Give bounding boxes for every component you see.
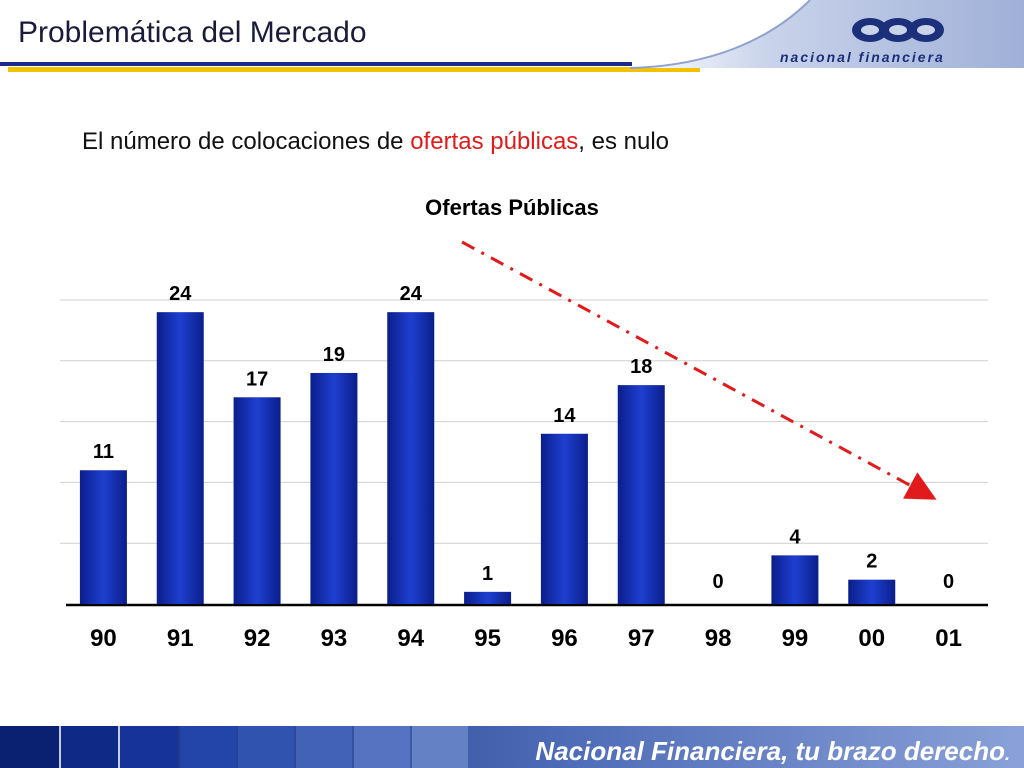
x-tick-label-92: 92	[244, 625, 271, 652]
x-tick-label-95: 95	[474, 625, 501, 652]
data-label-96: 14	[553, 405, 576, 427]
bar-96	[540, 433, 588, 604]
title-rule	[0, 62, 632, 66]
x-tick-label-93: 93	[321, 625, 348, 652]
data-label-91: 24	[169, 283, 192, 305]
data-label-97: 18	[630, 356, 652, 378]
bar-93	[310, 372, 358, 604]
x-tick-label-90: 90	[90, 625, 117, 652]
footer-tagline-period: .	[1004, 744, 1010, 764]
bar-92	[233, 397, 281, 604]
chart-title: Ofertas Públicas	[425, 195, 599, 220]
nafin-logo-icon	[852, 18, 944, 42]
bar-91	[156, 312, 204, 604]
x-tick-label-97: 97	[628, 625, 655, 652]
bar-99	[771, 555, 819, 604]
bar-97	[617, 385, 665, 604]
data-label-98: 0	[713, 571, 724, 593]
data-label-92: 17	[246, 368, 268, 390]
data-label-94: 24	[400, 283, 423, 305]
subtitle-highlight: ofertas públicas	[410, 128, 579, 155]
data-label-99: 4	[789, 526, 801, 548]
bar-00	[848, 579, 896, 604]
bar-94	[387, 312, 435, 604]
x-tick-label-98: 98	[705, 625, 732, 652]
data-label-93: 19	[323, 344, 345, 366]
footer-banner	[0, 726, 1024, 768]
subtitle-prefix: El número de colocaciones de	[82, 128, 411, 155]
bar-95	[464, 591, 512, 604]
page-title: Problemática del Mercado	[18, 16, 367, 49]
trend-arrow	[461, 240, 937, 500]
slide-subtitle: El número de colocaciones de ofertas púb…	[82, 128, 669, 156]
data-label-00: 2	[866, 551, 877, 573]
x-tick-label-91: 91	[167, 625, 194, 652]
bar-90	[79, 470, 127, 604]
footer-tagline: Nacional Financiera, tu brazo derecho.	[535, 736, 1010, 767]
title-accent-rule	[8, 67, 700, 72]
bar-chart: 11 24 17 19 24 1 14 18 0 4 2 0 90 91 92 93 94 95 96 97 98 99…	[60, 240, 988, 652]
header-logo-banner: nacional financiera	[629, 0, 1024, 70]
x-tick-label-94: 94	[397, 625, 424, 652]
x-tick-label-00: 00	[858, 625, 885, 652]
data-label-95: 1	[482, 563, 493, 585]
data-label-01: 0	[943, 571, 954, 593]
x-tick-label-01: 01	[935, 625, 962, 652]
logo-wordmark: nacional financiera	[780, 49, 945, 65]
x-tick-label-99: 99	[782, 625, 809, 652]
x-tick-label-96: 96	[551, 625, 578, 652]
footer-tagline-text: Nacional Financiera, tu brazo derecho	[535, 736, 1005, 766]
data-label-90: 11	[93, 441, 114, 463]
subtitle-suffix: , es nulo	[578, 128, 670, 155]
